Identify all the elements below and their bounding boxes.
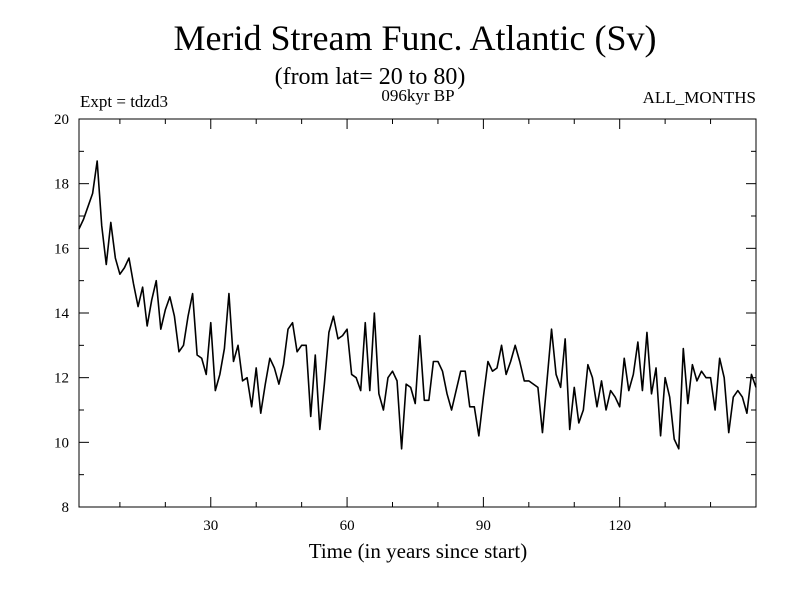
y-tick-label: 20 (54, 112, 69, 128)
plot-frame (78, 118, 757, 508)
x-tick-label: 120 (608, 518, 631, 534)
months-label: ALL_MONTHS (643, 88, 756, 107)
y-tick-label: 16 (54, 241, 70, 257)
x-tick-label: 60 (340, 518, 355, 534)
x-axis-label: Time (in years since start) (309, 539, 528, 563)
y-tick-label: 18 (54, 177, 69, 193)
chart-subtitle: (from lat= 20 to 80) (275, 64, 466, 90)
period-label: 096kyr BP (381, 86, 454, 105)
y-tick-label: 8 (62, 500, 70, 516)
y-tick-label: 12 (54, 371, 69, 387)
chart-title: Merid Stream Func. Atlantic (Sv) (174, 18, 657, 58)
experiment-label: Expt = tdzd3 (80, 92, 168, 111)
y-tick-label: 14 (54, 306, 70, 322)
axis-ticks (79, 118, 756, 508)
axis-tick-labels: 8 10 12 14 16 18 20 30 60 90 120 (54, 112, 631, 534)
y-tick-label: 10 (54, 435, 69, 451)
series-line (78, 160, 757, 450)
x-tick-label: 90 (476, 518, 491, 534)
x-tick-label: 30 (203, 518, 218, 534)
